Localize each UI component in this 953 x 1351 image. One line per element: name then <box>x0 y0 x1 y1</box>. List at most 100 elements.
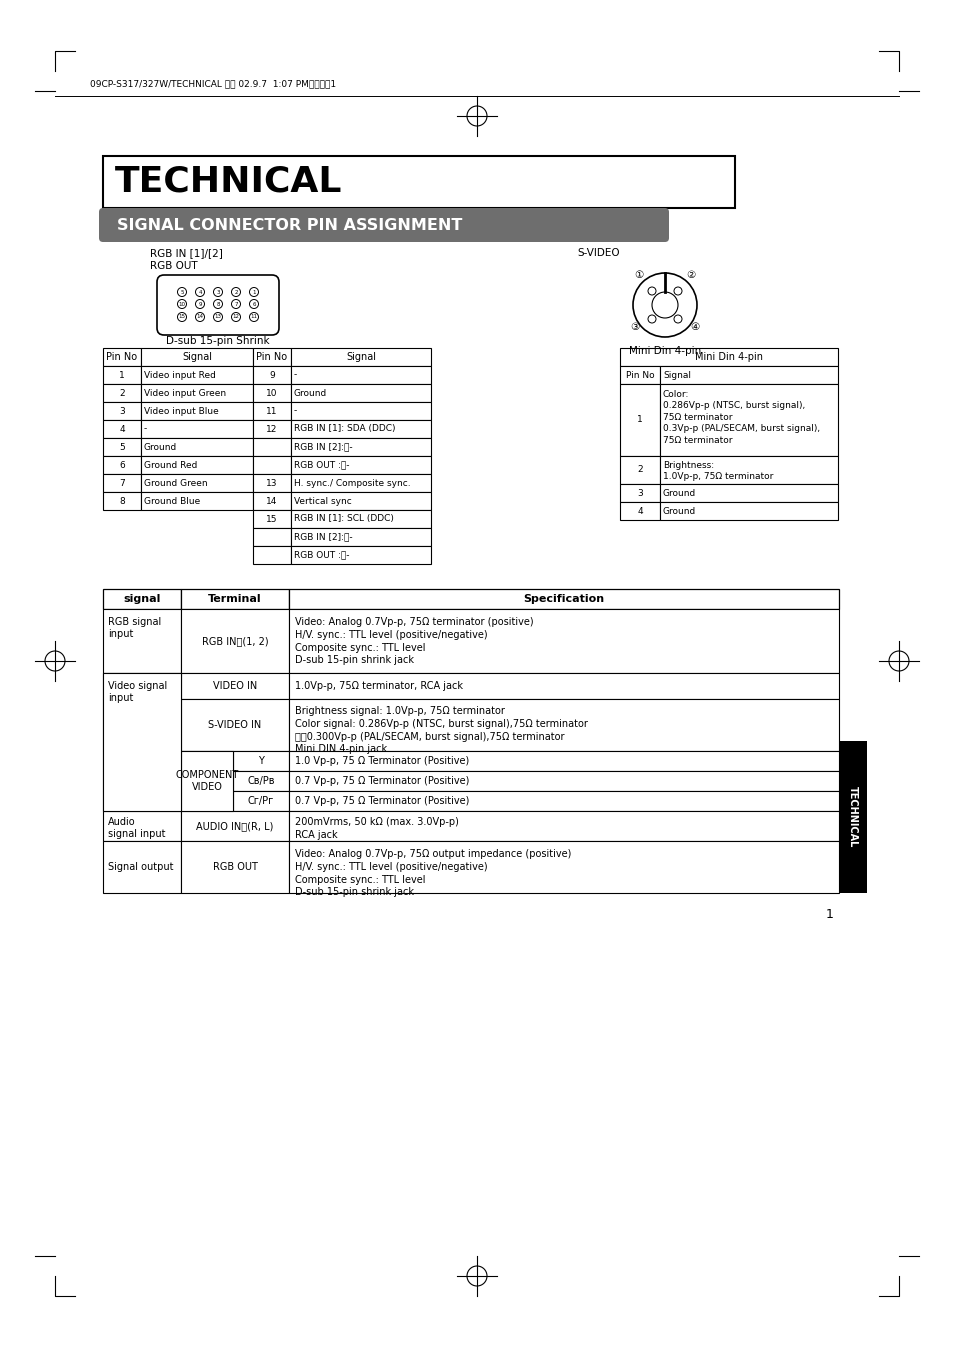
Text: Video input Red: Video input Red <box>144 370 215 380</box>
Circle shape <box>213 312 222 322</box>
Bar <box>659 457 837 484</box>
Text: Audio
signal input: Audio signal input <box>108 817 165 839</box>
Bar <box>253 528 291 546</box>
Bar <box>103 673 181 698</box>
Text: 200mVrms, 50 kΩ (max. 3.0Vp-p)
RCA jack: 200mVrms, 50 kΩ (max. 3.0Vp-p) RCA jack <box>294 817 458 840</box>
Circle shape <box>232 312 240 322</box>
Text: Mini Din 4-pin: Mini Din 4-pin <box>628 346 700 357</box>
Text: 4: 4 <box>119 424 125 434</box>
Text: 13: 13 <box>266 478 277 488</box>
Text: Signal: Signal <box>182 353 212 362</box>
Text: Pin No: Pin No <box>256 353 287 362</box>
Bar <box>291 366 431 384</box>
Bar <box>141 349 253 366</box>
Text: 0.7 Vp-p, 75 Ω Terminator (Positive): 0.7 Vp-p, 75 Ω Terminator (Positive) <box>294 775 469 786</box>
Text: 1: 1 <box>825 908 833 921</box>
Text: Ground: Ground <box>144 443 177 451</box>
Text: Pin No: Pin No <box>107 353 137 362</box>
Text: Terminal: Terminal <box>208 594 261 604</box>
Bar <box>253 366 291 384</box>
Text: Cг/Pг: Cг/Pг <box>248 796 274 807</box>
Text: RGB OUT: RGB OUT <box>150 261 197 272</box>
Text: RGB signal
input: RGB signal input <box>108 617 161 639</box>
Text: 0.7 Vp-p, 75 Ω Terminator (Positive): 0.7 Vp-p, 75 Ω Terminator (Positive) <box>294 796 469 807</box>
Text: ③: ③ <box>630 322 639 332</box>
Bar <box>103 609 181 673</box>
Text: Ground: Ground <box>662 507 696 516</box>
Bar <box>289 698 838 751</box>
Text: Cв/Pв: Cв/Pв <box>247 775 274 786</box>
Bar <box>141 474 253 492</box>
Bar <box>659 503 837 520</box>
Bar <box>619 366 659 384</box>
Bar <box>141 420 253 438</box>
Text: 15: 15 <box>178 315 185 319</box>
Bar <box>659 366 837 384</box>
Bar <box>103 790 181 811</box>
Bar <box>103 842 181 893</box>
Text: 9: 9 <box>198 301 201 307</box>
Text: VIDEO IN: VIDEO IN <box>213 681 257 690</box>
Text: RGB IN　(1, 2): RGB IN (1, 2) <box>201 636 268 646</box>
Text: Specification: Specification <box>523 594 604 604</box>
Bar <box>619 484 659 503</box>
Bar <box>141 492 253 509</box>
Text: Ground Red: Ground Red <box>144 461 197 470</box>
Bar <box>141 457 253 474</box>
Text: ④: ④ <box>690 322 699 332</box>
Text: Mini Din 4-pin: Mini Din 4-pin <box>695 353 762 362</box>
Circle shape <box>633 273 697 336</box>
Bar <box>253 403 291 420</box>
Circle shape <box>232 288 240 296</box>
Bar <box>291 546 431 563</box>
Bar <box>103 155 734 208</box>
Text: 1: 1 <box>119 370 125 380</box>
Bar <box>233 771 289 790</box>
Bar <box>289 771 838 790</box>
Text: Signal: Signal <box>662 370 690 380</box>
Bar <box>291 509 431 528</box>
FancyBboxPatch shape <box>99 208 668 242</box>
Bar <box>619 349 837 366</box>
Bar <box>253 492 291 509</box>
Bar <box>103 492 141 509</box>
Bar <box>181 811 289 842</box>
Circle shape <box>177 300 186 308</box>
Text: Video: Analog 0.7Vp-p, 75Ω output impedance (positive)
H/V. sync.: TTL level (po: Video: Analog 0.7Vp-p, 75Ω output impeda… <box>294 848 571 897</box>
Circle shape <box>651 292 678 317</box>
Text: RGB IN [1]: SDA (DDC): RGB IN [1]: SDA (DDC) <box>294 424 395 434</box>
Circle shape <box>250 300 258 308</box>
Text: 11: 11 <box>251 315 257 319</box>
Text: -: - <box>144 424 147 434</box>
Bar <box>291 474 431 492</box>
Text: Ground Green: Ground Green <box>144 478 208 488</box>
Bar <box>103 457 141 474</box>
Bar <box>141 438 253 457</box>
Text: Brightness signal: 1.0Vp-p, 75Ω terminator
Color signal: 0.286Vp-p (NTSC, burst : Brightness signal: 1.0Vp-p, 75Ω terminat… <box>294 707 587 754</box>
Text: TECHNICAL: TECHNICAL <box>115 165 342 199</box>
Text: 8: 8 <box>216 301 219 307</box>
Bar <box>233 790 289 811</box>
Bar <box>838 740 866 893</box>
Bar <box>181 751 233 811</box>
Text: 13: 13 <box>214 315 221 319</box>
Text: RGB OUT: RGB OUT <box>213 862 257 871</box>
Text: RGB OUT :　-: RGB OUT : - <box>294 550 349 559</box>
Bar <box>253 420 291 438</box>
Text: 2: 2 <box>637 466 642 474</box>
Bar <box>253 474 291 492</box>
Text: -: - <box>294 407 297 416</box>
Text: signal: signal <box>123 594 160 604</box>
Bar <box>233 751 289 771</box>
Bar <box>103 420 141 438</box>
Text: 3: 3 <box>637 489 642 497</box>
Bar <box>619 384 659 457</box>
Circle shape <box>177 288 186 296</box>
Bar <box>289 811 838 842</box>
Text: -: - <box>294 370 297 380</box>
Bar <box>289 842 838 893</box>
Text: 3: 3 <box>119 407 125 416</box>
Text: 1: 1 <box>252 289 255 295</box>
Text: 15: 15 <box>266 515 277 523</box>
Text: 12: 12 <box>233 315 239 319</box>
